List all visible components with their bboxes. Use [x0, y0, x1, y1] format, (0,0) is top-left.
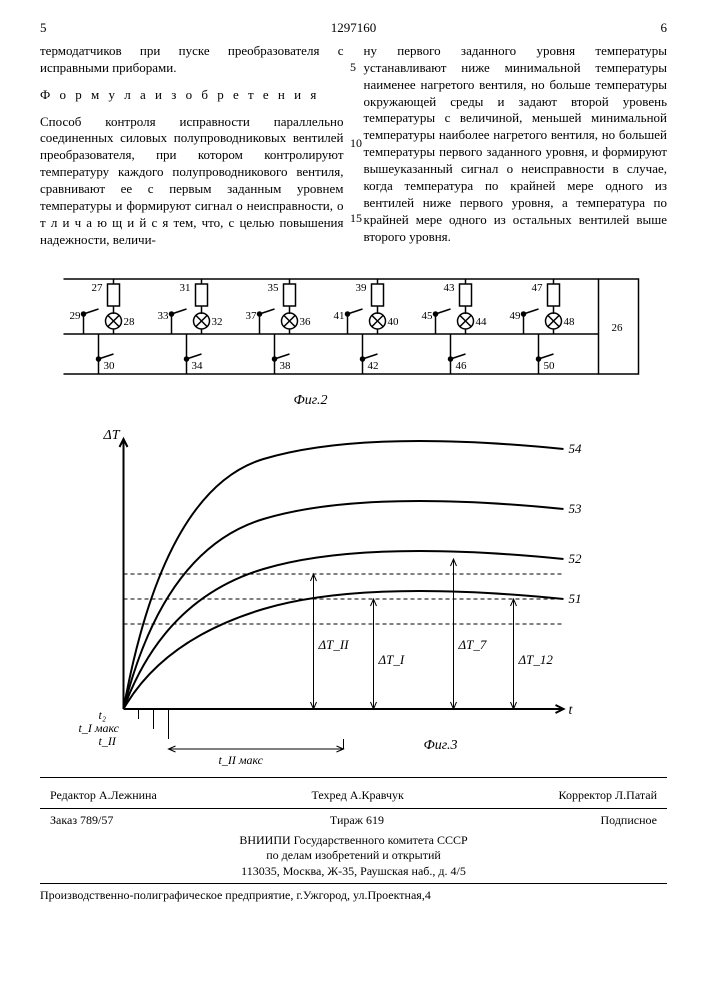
svg-text:42: 42 [368, 360, 379, 372]
svg-text:31: 31 [180, 282, 191, 294]
svg-text:50: 50 [544, 360, 556, 372]
svg-text:45: 45 [422, 310, 434, 322]
patent-number: 1297160 [331, 20, 377, 37]
svg-text:41: 41 [334, 310, 345, 322]
svg-text:Фиг.2: Фиг.2 [294, 393, 328, 408]
svg-text:53: 53 [569, 501, 583, 516]
org2: по делам изобретений и открытий [40, 848, 667, 864]
svg-text:52: 52 [569, 551, 583, 566]
editor: Редактор А.Лежнина [50, 788, 157, 804]
chart-fig3: ΔT t ΔT_II ΔT_I ΔT_7 ΔT_12 [40, 419, 667, 769]
svg-text:29: 29 [70, 310, 82, 322]
ln-5: 5 [350, 60, 362, 76]
order: Заказ 789/57 [50, 813, 113, 829]
svg-text:28: 28 [124, 316, 136, 328]
formula-title: Ф о р м у л а и з о б р е т е н и я [40, 87, 344, 104]
svg-text:34: 34 [192, 360, 204, 372]
svg-text:Фиг.3: Фиг.3 [424, 738, 458, 753]
page: 5 1297160 6 5 10 15 термодатчиков при пу… [0, 0, 707, 1000]
svg-text:t_I макс: t_I макс [79, 721, 120, 735]
svg-text:46: 46 [456, 360, 468, 372]
svg-text:48: 48 [564, 316, 576, 328]
svg-text:30: 30 [104, 360, 116, 372]
svg-text:t: t [569, 703, 574, 718]
svg-text:43: 43 [444, 282, 456, 294]
tech: Техред А.Кравчук [311, 788, 403, 804]
left-p2: Способ контроля исправности параллельно … [40, 114, 344, 249]
svg-text:t_II: t_II [99, 734, 117, 748]
footer: Редактор А.Лежнина Техред А.Кравчук Корр… [40, 788, 667, 904]
svg-text:38: 38 [280, 360, 292, 372]
svg-text:ΔT_II: ΔT_II [318, 637, 350, 652]
svg-text:51: 51 [569, 591, 582, 606]
right-page-no: 6 [661, 20, 668, 37]
svg-text:36: 36 [300, 316, 312, 328]
svg-text:44: 44 [476, 316, 488, 328]
svg-text:47: 47 [532, 282, 544, 294]
svg-text:27: 27 [92, 282, 104, 294]
sign: Подписное [601, 813, 658, 829]
print: Производственно-полиграфическое предприя… [40, 888, 667, 904]
right-column: ну первого заданного уровня температуры … [364, 43, 668, 249]
svg-text:t_II макс: t_II макс [219, 753, 264, 767]
svg-text:ΔT_12: ΔT_12 [518, 652, 554, 667]
ln-10: 10 [350, 136, 362, 152]
left-column: термодатчиков при пуске преобразователя … [40, 43, 344, 249]
line-numbers: 5 10 15 [350, 60, 362, 227]
svg-text:39: 39 [356, 282, 368, 294]
svg-text:26: 26 [612, 322, 624, 334]
header-row: 5 1297160 6 [40, 20, 667, 37]
left-page-no: 5 [40, 20, 47, 37]
svg-text:35: 35 [268, 282, 280, 294]
svg-text:54: 54 [569, 441, 583, 456]
addr: 113035, Москва, Ж-35, Раушская наб., д. … [40, 864, 667, 880]
svg-text:ΔT_7: ΔT_7 [458, 637, 487, 652]
left-p1: термодатчиков при пуске преобразователя … [40, 43, 344, 77]
corrector: Корректор Л.Патай [559, 788, 657, 804]
org1: ВНИИПИ Государственного комитета СССР [40, 833, 667, 849]
svg-text:40: 40 [388, 316, 400, 328]
svg-text:ΔT: ΔT [103, 428, 121, 443]
svg-text:32: 32 [212, 316, 223, 328]
right-p1: ну первого заданного уровня температуры … [364, 43, 668, 246]
svg-text:33: 33 [158, 310, 170, 322]
tirazh: Тираж 619 [330, 813, 384, 829]
svg-text:t₂: t₂ [99, 708, 107, 722]
ln-15: 15 [350, 211, 362, 227]
svg-text:49: 49 [510, 310, 522, 322]
circuit-fig2: 26 27 28 29 30 31 32 33 [40, 259, 667, 409]
svg-text:ΔT_I: ΔT_I [378, 652, 405, 667]
svg-text:37: 37 [246, 310, 258, 322]
